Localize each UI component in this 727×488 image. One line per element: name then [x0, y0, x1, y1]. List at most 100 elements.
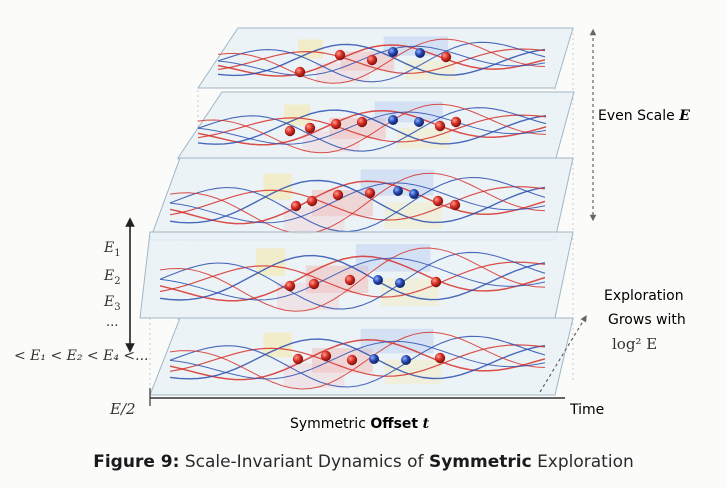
plane-4-red-wave: [197, 109, 547, 146]
plane-1-blue-wave: [169, 340, 546, 380]
plane-5-blue-particle: [388, 47, 398, 57]
level-e2-label: E: [103, 268, 114, 284]
plane-3-blue-particle: [393, 186, 403, 196]
level-e1-sub: 1: [114, 248, 120, 259]
plane-2-blue-wave: [159, 251, 546, 310]
caption-text1: Scale-Invariant Dynamics of: [184, 452, 424, 472]
plane-3-red-wave: [169, 180, 546, 225]
plane-2-red-wave: [159, 261, 546, 298]
plane-5-blue-wave: [217, 45, 546, 76]
svg-text:E3: E3: [103, 294, 121, 313]
time-label: Time: [569, 402, 604, 418]
plane-4-patch: [302, 130, 360, 153]
plane-5-red-particle: [334, 49, 346, 61]
plane-5: [197, 27, 574, 89]
plane-3: [149, 157, 574, 241]
level-e1-label: E: [103, 240, 114, 256]
plane-1-red-wave: [169, 331, 546, 390]
plane-3-red-particle: [432, 195, 444, 207]
plane-1-red-particle: [320, 350, 332, 362]
plane-3-red-particle: [449, 199, 461, 211]
exploration-line3: log² E: [612, 335, 657, 353]
plane-1-red-wave: [169, 339, 546, 381]
scale-inequality: < E₁ < E₂ < E₄ <...: [14, 348, 148, 364]
plane-4-red-wave: [197, 103, 547, 154]
plane-1-red-particle: [434, 352, 446, 364]
plane-2-red-particle: [430, 276, 442, 288]
svg-text:Symmetric Offset t: Symmetric Offset t: [290, 416, 430, 432]
plane-3-blue-particle: [409, 189, 419, 199]
plane-4-red-particle: [450, 116, 462, 128]
plane-5-red-particle: [294, 66, 306, 78]
plane-4: [177, 91, 575, 159]
plane-3-blue-wave: [169, 179, 546, 224]
plane-2-red-wave: [159, 255, 546, 302]
plane-1-blue-particle: [369, 354, 379, 364]
plane-3-red-wave: [169, 186, 546, 221]
x-axis-prefix: Symmetric: [290, 416, 366, 432]
plane-3-red-particle: [332, 189, 344, 201]
plane-5-red-particle: [440, 51, 452, 63]
plane-4-patch: [397, 127, 451, 149]
plane-2-blue-wave: [159, 254, 546, 301]
half-scale-label: E/2: [109, 400, 136, 418]
plane-4-red-particle: [356, 116, 368, 128]
plane-2-blue-particle: [373, 275, 383, 285]
plane-5-red-wave: [217, 38, 546, 84]
plane-4-red-particle: [284, 125, 296, 137]
plane-3-patch: [384, 202, 442, 229]
plane-5-patch: [315, 63, 370, 83]
plane-3-red-particle: [364, 187, 376, 199]
x-axis-bold: Offset: [370, 416, 418, 432]
svg-text:E1: E1: [103, 240, 121, 259]
caption-prefix: Figure 9:: [93, 452, 180, 472]
plane-3-red-wave: [169, 172, 546, 235]
plane-4-red-particle: [330, 118, 342, 130]
plane-5-patch: [297, 39, 323, 59]
caption-text2: Exploration: [537, 452, 634, 472]
plane-1-surface: [149, 317, 574, 396]
plane-5-blue-wave: [217, 41, 546, 83]
plane-1-patch: [384, 359, 442, 385]
plane-1-blue-wave: [169, 335, 546, 388]
plane-4-blue-wave: [197, 111, 547, 145]
plane-1-red-particle: [346, 354, 358, 366]
exploration-line1: Exploration: [604, 288, 684, 304]
plane-4-red-particle: [434, 120, 446, 132]
plane-3-red-particle: [290, 200, 302, 212]
plane-3-blue-wave: [169, 182, 546, 224]
exploration-arrow: [539, 315, 587, 393]
level-e3-label: E: [103, 294, 114, 310]
plane-2-patch: [380, 278, 439, 306]
plane-2-red-wave: [159, 247, 546, 312]
exploration-line2: Grows with: [608, 312, 686, 328]
level-ellipsis: ...: [106, 315, 118, 330]
even-scale-label: Even Scale: [598, 108, 675, 124]
plane-1-red-wave: [169, 344, 546, 377]
scale-planes: [139, 27, 575, 396]
level-e3-sub: 3: [114, 302, 120, 313]
plane-3-blue-wave: [169, 176, 546, 233]
plane-1-red-particle: [292, 353, 304, 365]
plane-2-red-particle: [284, 280, 296, 292]
plane-4-blue-wave: [197, 107, 547, 152]
svg-text:E2: E2: [103, 268, 121, 287]
plane-4-red-particle: [304, 122, 316, 134]
x-axis-variable: t: [423, 416, 430, 432]
level-e2-sub: 2: [114, 276, 120, 287]
even-scale-symbol: E: [678, 108, 690, 124]
plane-2-red-particle: [344, 274, 356, 286]
plane-4-blue-particle: [414, 117, 424, 127]
plane-2: [139, 231, 574, 319]
plane-5-patch: [405, 60, 456, 80]
plane-1-blue-particle: [401, 355, 411, 365]
plane-5-red-particle: [366, 54, 378, 66]
plane-5-blue-particle: [415, 48, 425, 58]
plane-1-blue-wave: [169, 338, 546, 380]
svg-text:Even Scale E: Even Scale E: [598, 108, 690, 124]
plane-4-red-wave: [197, 114, 547, 143]
caption-bold: Symmetric: [428, 452, 532, 472]
plane-4-blue-particle: [388, 115, 398, 125]
plane-2-red-particle: [308, 278, 320, 290]
